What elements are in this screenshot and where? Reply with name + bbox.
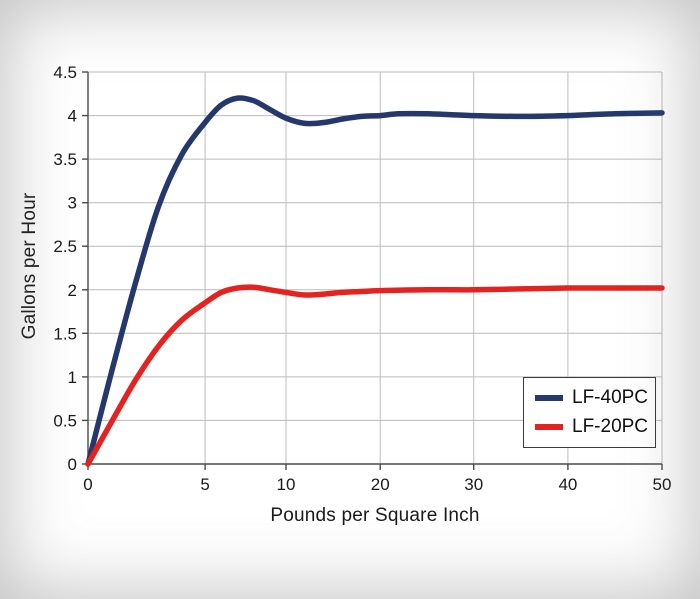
x-tick-label: 0 [83,475,92,494]
y-tick-label: 4.5 [53,63,77,82]
x-tick-label: 5 [200,475,209,494]
y-tick-label: 0.5 [53,411,77,430]
series-line-lf-40pc [85,95,665,467]
y-axis-title: Gallons per Hour [19,192,40,340]
x-tick-label: 20 [371,475,390,494]
legend-label-lf40pc: LF-40PC [572,387,649,408]
legend: LF-40PC LF-20PC [523,377,656,448]
x-tick-label: 10 [277,475,296,494]
y-tick-label: 0 [68,455,77,474]
y-tick-label: 3 [68,194,77,213]
x-tick-label: 50 [653,475,672,494]
y-tick-label: 2.5 [53,237,77,256]
y-tick-label: 2 [68,281,77,300]
legend-item-lf40pc: LF-40PC [535,387,655,409]
x-tick-label: 30 [464,475,483,494]
y-tick-label: 4 [68,107,77,126]
y-tick-label: 3.5 [53,150,77,169]
legend-label-lf20pc: LF-20PC [572,416,649,437]
x-axis-title: Pounds per Square Inch [270,505,480,526]
x-tick-label: 40 [558,475,577,494]
y-tick-label: 1.5 [53,324,77,343]
legend-swatch-lf20pc [535,424,563,430]
y-tick-label: 1 [68,368,77,387]
legend-item-lf20pc: LF-20PC [535,416,655,438]
legend-swatch-lf40pc [535,395,563,401]
series-line-lf-20pc [85,284,665,467]
